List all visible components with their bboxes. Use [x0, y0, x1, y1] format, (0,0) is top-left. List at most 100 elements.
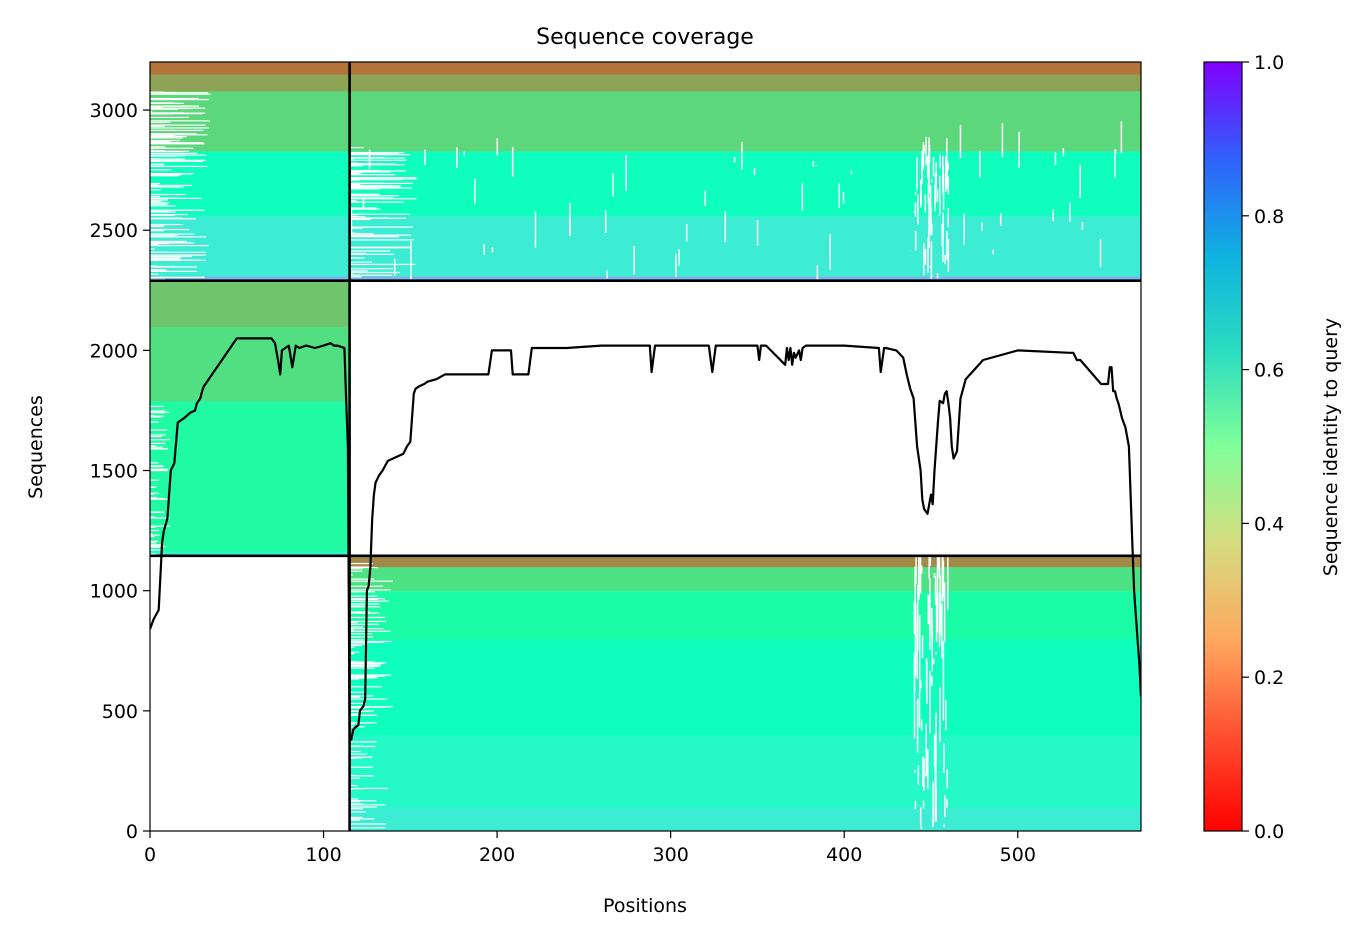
unaligned-gap [150, 486, 156, 487]
unaligned-gap [350, 178, 417, 179]
x-tick-label: 0 [144, 844, 156, 866]
unaligned-gap [932, 782, 934, 827]
unaligned-gap [150, 546, 159, 547]
unaligned-gap [150, 269, 164, 270]
identity-band-1-4 [350, 74, 1141, 91]
unaligned-gap [150, 511, 164, 512]
unaligned-gap [1079, 165, 1081, 198]
unaligned-gap [963, 214, 965, 245]
unaligned-gap [928, 183, 930, 204]
unaligned-gap [625, 155, 627, 191]
y-tick-label: 2000 [90, 340, 138, 362]
unaligned-gap [350, 173, 362, 174]
unaligned-gap [150, 173, 194, 174]
unaligned-gap [150, 265, 157, 266]
unaligned-gap [150, 196, 160, 197]
unaligned-gap [363, 198, 365, 208]
unaligned-gap [350, 751, 361, 752]
unaligned-gap [350, 806, 378, 807]
unaligned-gap [929, 671, 931, 734]
unaligned-gap [829, 234, 831, 270]
unaligned-gap [1069, 202, 1071, 221]
unaligned-gap [350, 596, 378, 597]
unaligned-gap [350, 674, 391, 675]
unaligned-gap [350, 710, 374, 711]
unaligned-gap [921, 719, 923, 730]
unaligned-gap [351, 207, 353, 236]
identity-band-3-3 [350, 591, 1141, 640]
unaligned-gap [816, 165, 818, 166]
unaligned-gap [150, 260, 206, 261]
unaligned-gap [931, 179, 933, 183]
unaligned-gap [150, 112, 184, 113]
unaligned-gap [757, 220, 759, 245]
unaligned-gap [350, 767, 373, 768]
unaligned-gap [150, 166, 207, 167]
unaligned-gap [150, 493, 159, 494]
unaligned-gap [350, 568, 363, 569]
unaligned-gap [350, 157, 385, 158]
unaligned-gap [931, 608, 933, 635]
unaligned-gap [150, 108, 191, 109]
unaligned-gap [150, 175, 179, 176]
unaligned-gap [350, 214, 410, 215]
unaligned-gap [350, 624, 379, 625]
unaligned-gap [463, 152, 465, 156]
unaligned-gap [535, 211, 537, 247]
unaligned-gap [474, 179, 476, 204]
unaligned-gap [150, 202, 156, 203]
unaligned-gap [150, 536, 155, 537]
unaligned-gap [150, 410, 165, 411]
unaligned-gap [925, 195, 927, 213]
unaligned-gap [150, 127, 209, 128]
unaligned-gap [350, 811, 366, 812]
unaligned-gap [917, 699, 919, 752]
unaligned-gap [350, 808, 363, 809]
colorbar-tick-label: 0.6 [1254, 360, 1284, 382]
unaligned-gap [150, 169, 171, 170]
unaligned-gap [150, 235, 178, 236]
unaligned-gap [350, 578, 375, 579]
unaligned-gap [150, 248, 155, 249]
unaligned-gap [150, 154, 188, 155]
unaligned-gap [150, 241, 187, 242]
unaligned-gap [942, 227, 944, 262]
unaligned-gap [921, 151, 923, 183]
unaligned-gap [150, 256, 192, 257]
unaligned-gap [350, 692, 367, 693]
unaligned-gap [915, 203, 917, 217]
unaligned-gap [350, 186, 377, 187]
x-tick-label: 300 [653, 844, 689, 866]
unaligned-gap [150, 198, 180, 199]
unaligned-gap [150, 141, 170, 142]
unaligned-gap [150, 266, 197, 267]
colorbar-gradient [1204, 62, 1242, 831]
unaligned-gap [930, 518, 932, 566]
unaligned-gap [350, 697, 361, 698]
unaligned-gap [1082, 222, 1084, 230]
unaligned-gap [921, 826, 923, 829]
unaligned-gap [754, 168, 756, 175]
x-tick-label: 500 [1000, 844, 1036, 866]
unaligned-gap [920, 807, 922, 825]
unaligned-gap [350, 605, 365, 606]
unaligned-gap [925, 137, 927, 165]
unaligned-gap [150, 99, 209, 100]
unaligned-gap [678, 249, 680, 266]
unaligned-gap [150, 439, 170, 440]
unaligned-gap [935, 713, 937, 763]
unaligned-gap [915, 231, 917, 251]
unaligned-gap [931, 676, 933, 686]
unaligned-gap [350, 827, 386, 828]
unaligned-gap [150, 130, 203, 131]
unaligned-gap [948, 177, 950, 195]
unaligned-gap [350, 236, 400, 237]
unaligned-gap [943, 824, 945, 827]
unaligned-gap [150, 199, 168, 200]
unaligned-gap [350, 254, 394, 255]
unaligned-gap [350, 667, 375, 668]
unaligned-gap [350, 817, 362, 818]
unaligned-gap [150, 462, 158, 463]
